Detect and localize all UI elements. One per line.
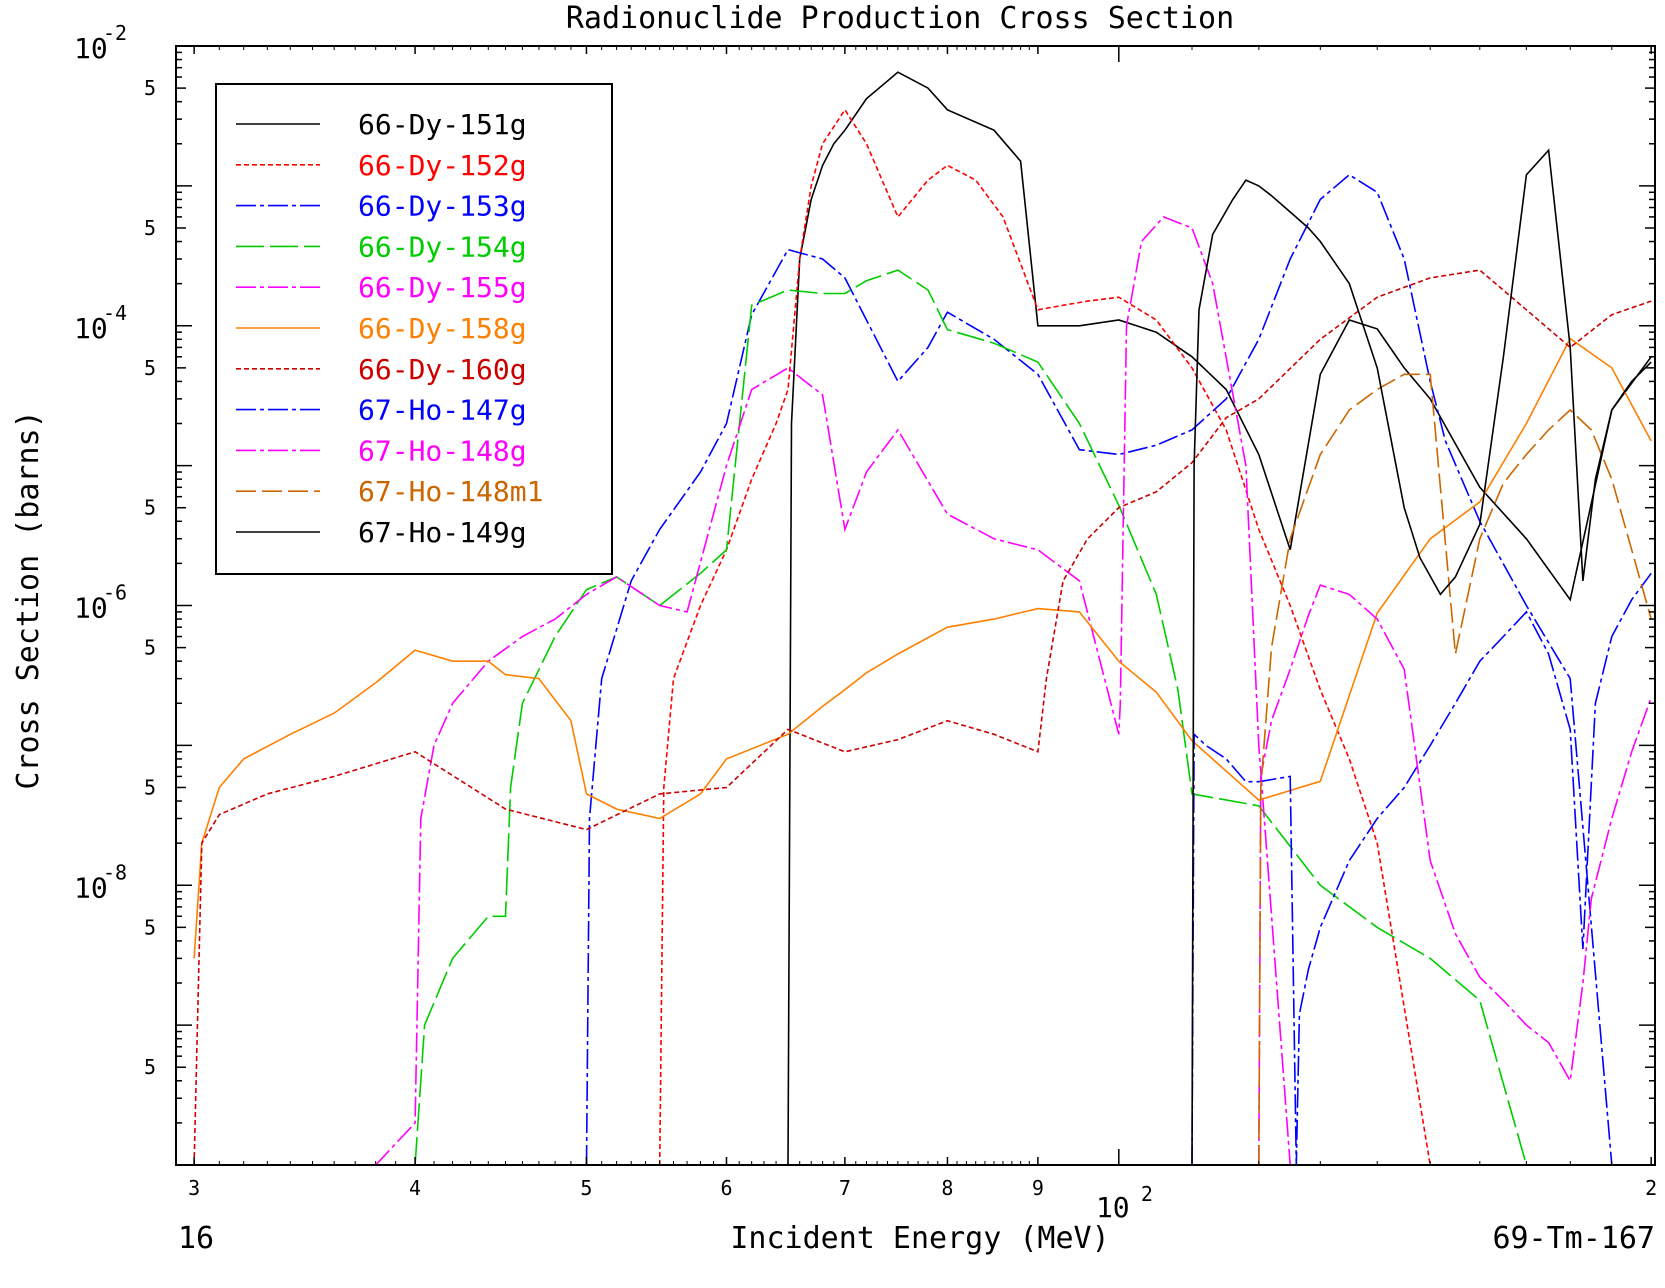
y-tick-label-exponent: -2 bbox=[103, 21, 127, 45]
x-tick-label: 8 bbox=[941, 1176, 953, 1200]
legend-label: 66-Dy-153g bbox=[358, 190, 527, 223]
y-tick-label-exponent: -8 bbox=[103, 860, 127, 884]
series-line-66-Dy-154g bbox=[414, 269, 1652, 1165]
legend-label: 66-Dy-155g bbox=[358, 271, 527, 304]
x-tick-label-exponent: 2 bbox=[1141, 1182, 1153, 1206]
footer-left: 16 bbox=[178, 1221, 214, 1256]
series-line-66-Dy-155g bbox=[375, 215, 1652, 1165]
y-tick-label: 5 bbox=[144, 356, 156, 380]
x-tick-label: 10 bbox=[1096, 1191, 1130, 1224]
x-tick-label: 5 bbox=[580, 1176, 592, 1200]
y-tick-label: 5 bbox=[144, 216, 156, 240]
y-tick-label: 5 bbox=[144, 496, 156, 520]
legend-label: 66-Dy-158g bbox=[358, 312, 527, 345]
legend-label: 66-Dy-160g bbox=[358, 353, 527, 386]
chart-title: Radionuclide Production Cross Section bbox=[566, 1, 1234, 36]
y-tick-label: 5 bbox=[144, 76, 156, 100]
series-line-67-Ho-148g bbox=[1258, 584, 1652, 1165]
series-line-66-Dy-151g bbox=[787, 71, 1652, 1165]
x-tick-label: 2 bbox=[1645, 1176, 1657, 1200]
x-tick-label: 6 bbox=[720, 1176, 732, 1200]
x-tick-label: 9 bbox=[1032, 1176, 1044, 1200]
y-tick-label: 5 bbox=[144, 775, 156, 799]
series-line-66-Dy-153g bbox=[585, 173, 1652, 1165]
y-tick-label: 5 bbox=[144, 636, 156, 660]
series-line-66-Dy-160g bbox=[193, 269, 1652, 1165]
y-axis-label: Cross Section (barns) bbox=[11, 410, 46, 789]
series-line-67-Ho-147g bbox=[1191, 572, 1652, 1165]
legend-box bbox=[215, 83, 613, 575]
legend-label: 67-Ho-148g bbox=[358, 434, 527, 467]
legend-label: 66-Dy-154g bbox=[358, 230, 527, 263]
legend-label: 66-Dy-152g bbox=[358, 149, 527, 182]
legend-label: 67-Ho-148m1 bbox=[358, 475, 543, 508]
y-tick-label-exponent: -6 bbox=[103, 581, 127, 605]
series-lines bbox=[193, 71, 1652, 1165]
y-tick-label: 10 bbox=[74, 32, 108, 65]
x-axis-label: Incident Energy (MeV) bbox=[730, 1221, 1109, 1256]
legend: 66-Dy-151g 66-Dy-152g 66-Dy-153g 66-Dy-154g… bbox=[215, 83, 613, 575]
y-tick-label: 10 bbox=[74, 312, 108, 345]
legend-label: 67-Ho-147g bbox=[358, 394, 527, 427]
legend-label: 66-Dy-151g bbox=[358, 108, 527, 141]
series-line-66-Dy-158g bbox=[193, 337, 1652, 959]
y-tick-label: 5 bbox=[144, 915, 156, 939]
x-tick-label: 4 bbox=[409, 1176, 421, 1200]
y-tick-label-exponent: -4 bbox=[103, 301, 127, 325]
y-tick-label: 10 bbox=[74, 592, 108, 625]
legend-label: 67-Ho-149g bbox=[358, 516, 527, 549]
y-tick-label: 5 bbox=[144, 1055, 156, 1079]
x-tick-label: 3 bbox=[188, 1176, 200, 1200]
footer-right: 69-Tm-167 bbox=[1492, 1221, 1655, 1256]
x-tick-label: 7 bbox=[839, 1176, 851, 1200]
series-line-67-Ho-148m1 bbox=[1258, 373, 1652, 1165]
series-line-67-Ho-149g bbox=[1191, 148, 1652, 1165]
y-tick-label: 10 bbox=[74, 871, 108, 904]
